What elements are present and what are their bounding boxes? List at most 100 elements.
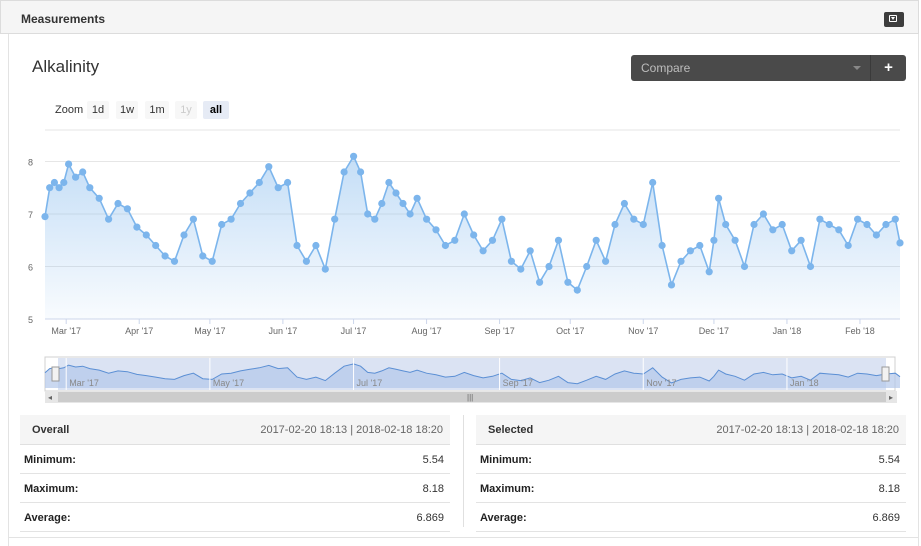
selected-stats: Selected 2017-02-20 18:13 | 2018-02-18 1… (476, 415, 906, 532)
data-point (825, 220, 833, 229)
data-point (816, 215, 824, 223)
data-point (526, 247, 534, 255)
navigator[interactable]: Mar '17 May '17 Jul '17 Sep '17 Nov '17 Jan '… (44, 356, 901, 403)
data-point (658, 241, 666, 250)
min-value: 5.54 (878, 454, 900, 466)
zoom-all-button[interactable]: all (203, 101, 229, 119)
overall-stats: Overall 2017-02-20 18:13 | 2018-02-18 18… (20, 415, 450, 532)
data-point (406, 210, 414, 218)
navigator-labels: Mar '17 May '17 Jul '17 Sep '17 Nov '17 Jan '… (65, 358, 819, 390)
data-point (611, 220, 619, 229)
data-point (731, 236, 739, 244)
scrollbar-grip-icon: ||| (467, 393, 473, 402)
selected-min-row: Minimum: 5.54 (476, 445, 906, 474)
min-label: Minimum: (24, 454, 76, 466)
data-point (364, 210, 372, 218)
navigator-left-handle[interactable] (51, 366, 60, 382)
zoom-label: Zoom (55, 104, 84, 116)
data-point (72, 173, 80, 181)
selected-header: Selected 2017-02-20 18:13 | 2018-02-18 1… (476, 415, 906, 445)
data-point (293, 241, 301, 250)
data-point (630, 215, 638, 223)
alkalinity-chart[interactable]: 5 6 7 8 Mar '17 Apr '17 May '17 Jun '17 Jul '17… (0, 0, 921, 410)
avg-label: Average: (480, 512, 527, 524)
x-tick-label: Apr '17 (125, 326, 153, 336)
navigator-tick-label: Jan '18 (790, 378, 819, 388)
data-point (208, 257, 216, 265)
data-point (470, 231, 478, 239)
data-point (649, 178, 657, 187)
data-point (50, 178, 59, 187)
compare-divider (870, 55, 871, 81)
x-tick-label: Nov '17 (628, 326, 658, 336)
data-point (715, 194, 723, 202)
data-point (620, 199, 629, 208)
navigator-series-area (45, 363, 900, 388)
overall-min-row: Minimum: 5.54 (20, 445, 450, 474)
data-point (602, 257, 610, 265)
data-point (302, 257, 310, 265)
data-point (705, 268, 713, 276)
x-tick-label: Aug '17 (411, 326, 441, 336)
data-point (891, 215, 899, 223)
compare-select[interactable]: Compare + (631, 55, 906, 81)
zoom-1d-button[interactable]: 1d (87, 101, 109, 119)
data-point (55, 184, 63, 192)
y-tick-label: 7 (28, 210, 33, 220)
data-point (460, 210, 468, 218)
x-tick-label: May '17 (194, 326, 225, 336)
max-value: 8.18 (422, 483, 444, 495)
data-point (46, 184, 54, 192)
navigator-tick-label: May '17 (213, 378, 244, 388)
scroll-right-icon[interactable]: ▸ (889, 393, 893, 402)
scroll-left-icon[interactable]: ◂ (48, 393, 52, 402)
data-point (882, 220, 890, 229)
data-point (227, 215, 235, 223)
x-tick-label: Jan '18 (773, 326, 802, 336)
data-point (274, 184, 282, 192)
x-tick-label: Oct '17 (556, 326, 584, 336)
data-point (371, 215, 379, 223)
data-point (498, 215, 506, 223)
min-label: Minimum: (480, 454, 532, 466)
data-point (545, 262, 553, 271)
data-point (321, 265, 329, 273)
data-point (451, 236, 459, 244)
panel-header: Measurements (0, 0, 919, 34)
navigator-series-line (44, 363, 901, 385)
data-point (750, 220, 758, 229)
data-point (583, 262, 591, 271)
overall-title: Overall (32, 424, 70, 436)
avg-label: Average: (24, 512, 71, 524)
data-point (740, 262, 749, 271)
avg-value: 6.869 (416, 512, 444, 524)
data-point (696, 241, 704, 250)
zoom-1w-button[interactable]: 1w (116, 101, 138, 119)
panel-title: Measurements (21, 12, 106, 26)
data-point (479, 247, 487, 255)
data-point (357, 168, 365, 176)
navigator-scrollbar-thumb[interactable] (58, 392, 886, 402)
data-point (41, 213, 49, 221)
data-point (378, 199, 386, 208)
data-point (788, 247, 796, 255)
panel-bottom-border (8, 537, 919, 538)
data-point (350, 152, 358, 160)
navigator-right-handle[interactable] (881, 366, 890, 382)
max-label: Maximum: (24, 483, 79, 495)
data-point (573, 286, 581, 294)
data-point (710, 236, 718, 244)
data-point (312, 241, 320, 250)
data-point (872, 231, 881, 239)
zoom-1m-button[interactable]: 1m (145, 101, 169, 119)
data-point (340, 168, 348, 176)
data-point (896, 239, 904, 247)
stats-divider (463, 415, 464, 527)
data-point (246, 189, 254, 197)
data-point (517, 265, 525, 273)
collapse-button[interactable] (884, 12, 904, 27)
add-compare-button[interactable]: + (884, 59, 893, 76)
data-point (255, 178, 263, 187)
chevron-down-icon (853, 66, 861, 70)
data-point (284, 178, 292, 187)
